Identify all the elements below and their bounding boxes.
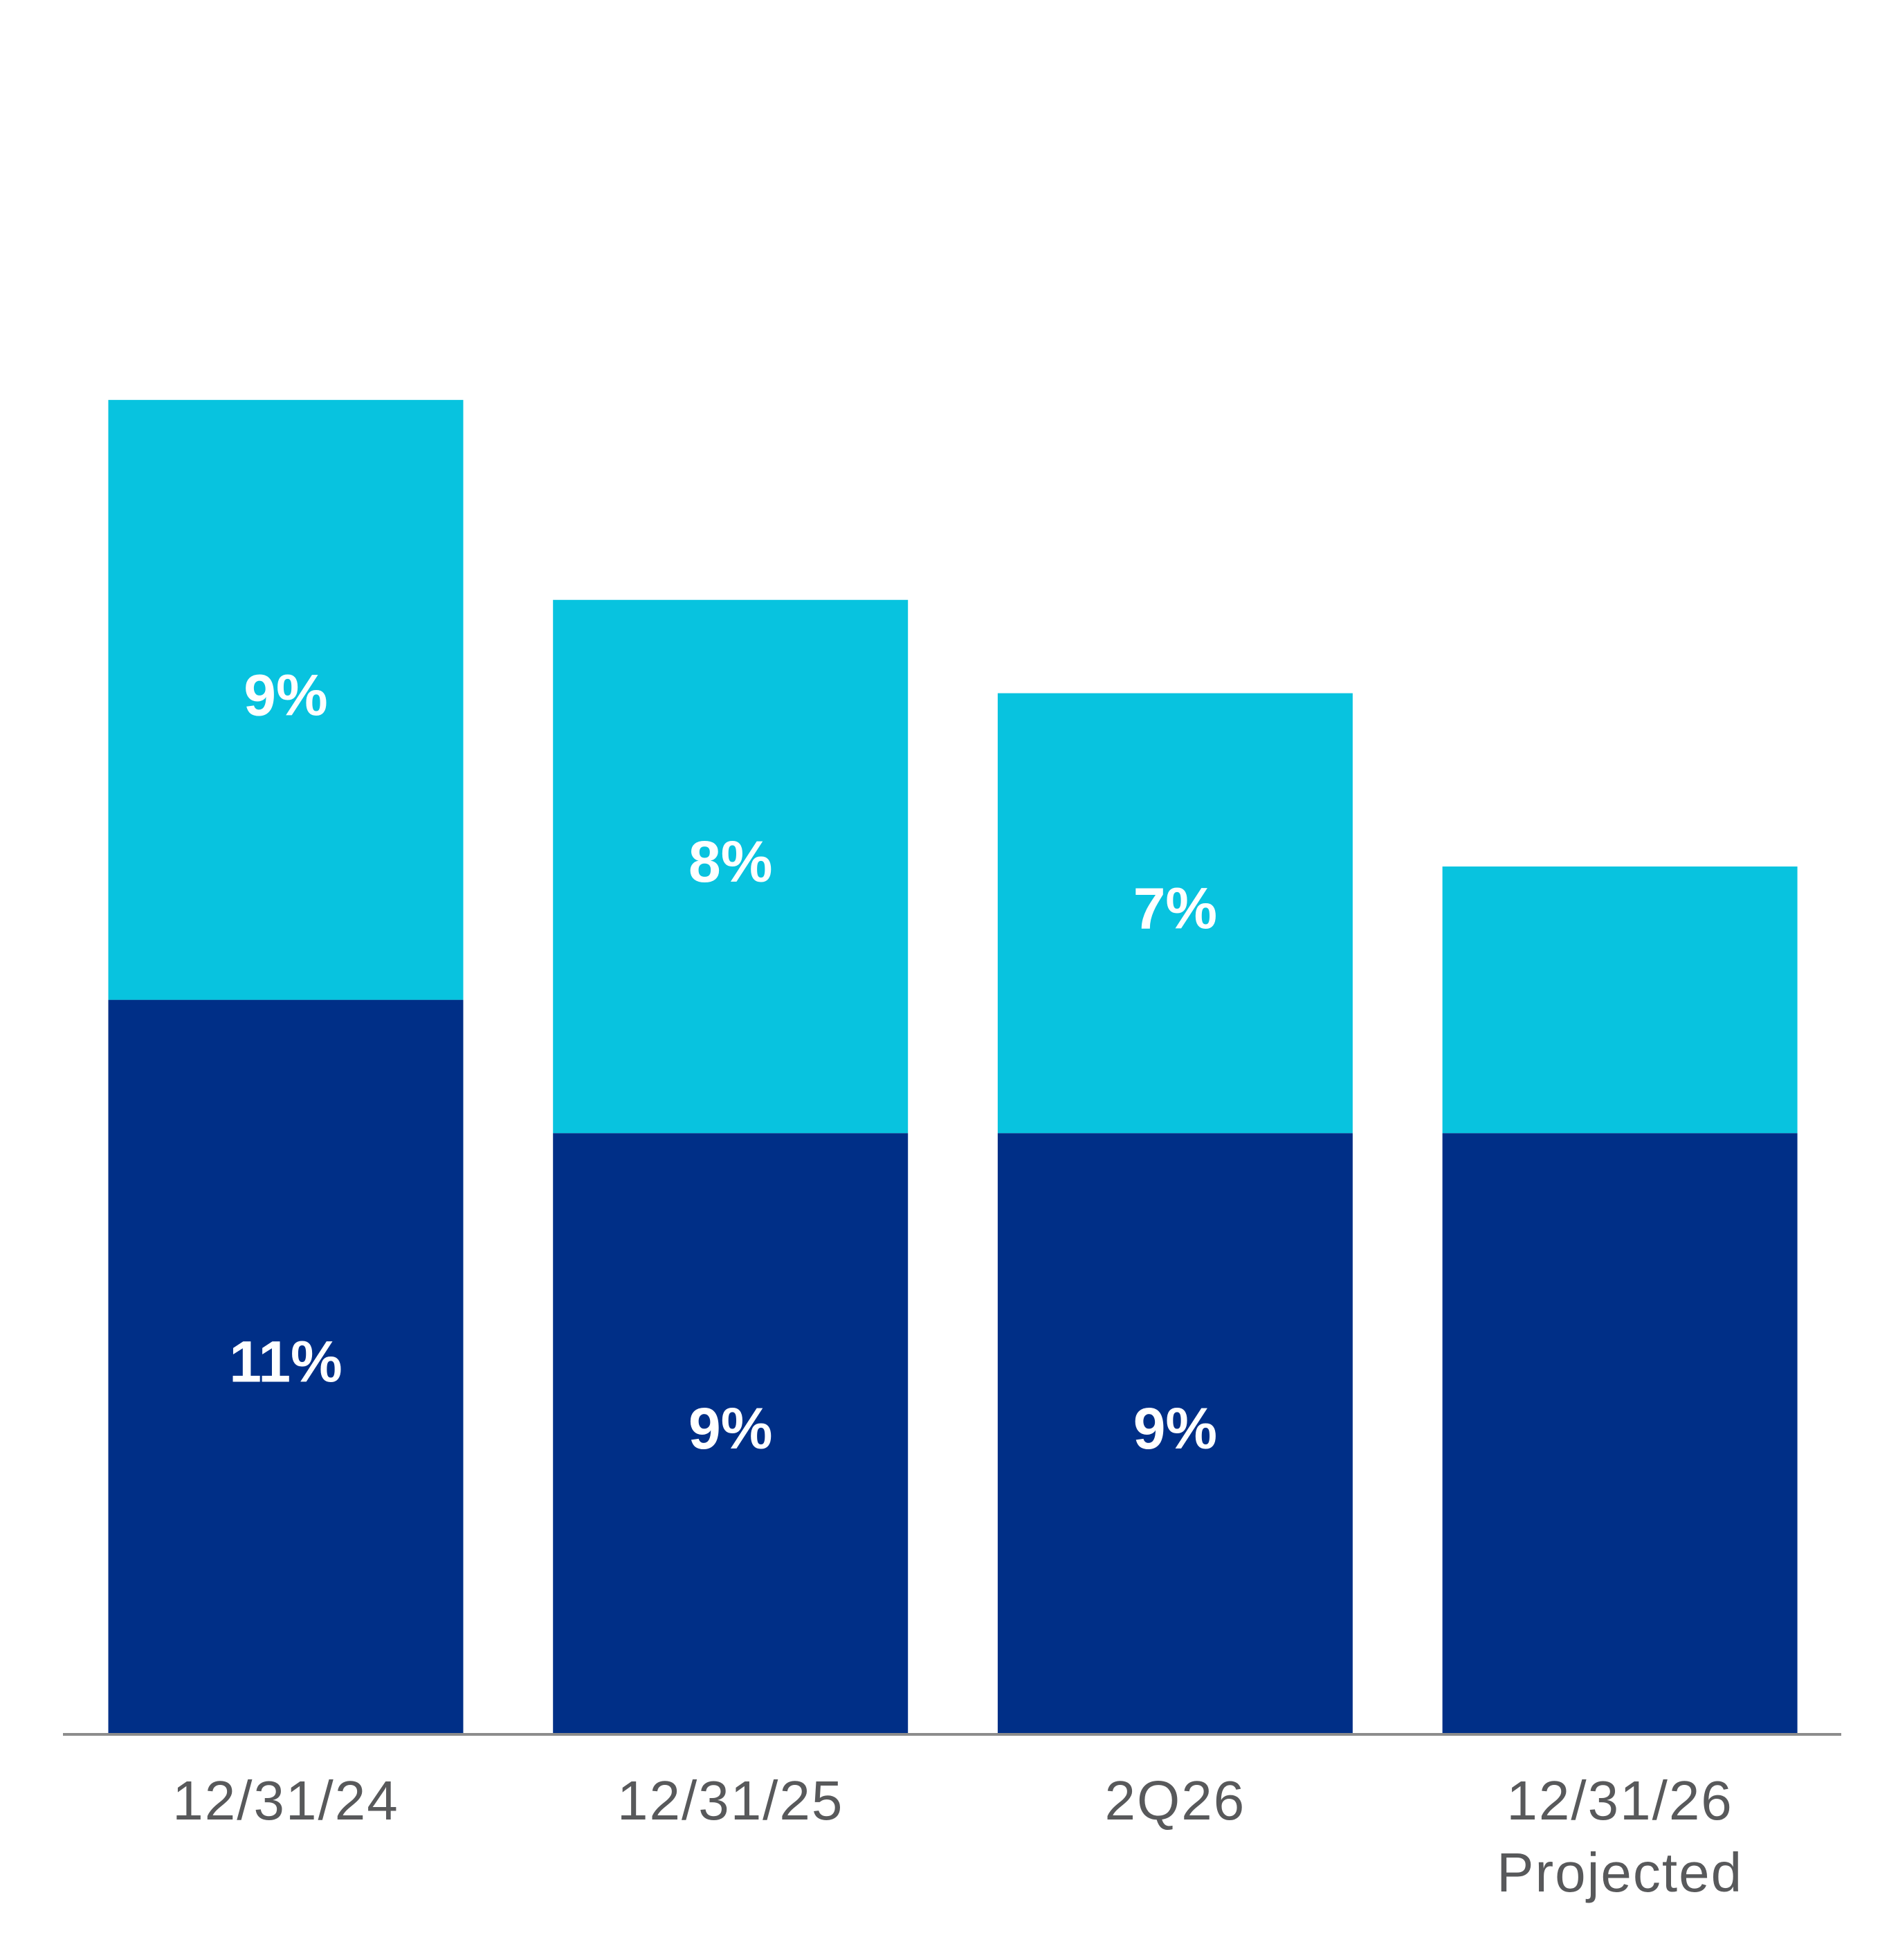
bar-segment [553,1133,909,1733]
value-label: 7% [1133,876,1217,941]
value-label: 9% [688,1396,772,1461]
bar-segment [997,1133,1353,1733]
value-label: 9% [244,662,327,727]
x-tick-label: 12/31/25 [617,1770,844,1831]
x-tick-label: 12/31/26 Projected [1497,1770,1744,1903]
bar-segment [553,599,909,1134]
bar-segment [1442,1133,1798,1733]
bar-segment [108,399,464,1000]
x-tick-label: 2Q26 [1104,1770,1246,1831]
bar-segment [1442,866,1798,1134]
value-label: 11% [229,1329,343,1394]
bar-segment [108,999,464,1733]
x-tick-label: 12/31/24 [172,1770,399,1831]
value-label: 9% [1133,1396,1217,1461]
bar-segment [997,693,1353,1134]
value-label: 8% [688,829,772,894]
